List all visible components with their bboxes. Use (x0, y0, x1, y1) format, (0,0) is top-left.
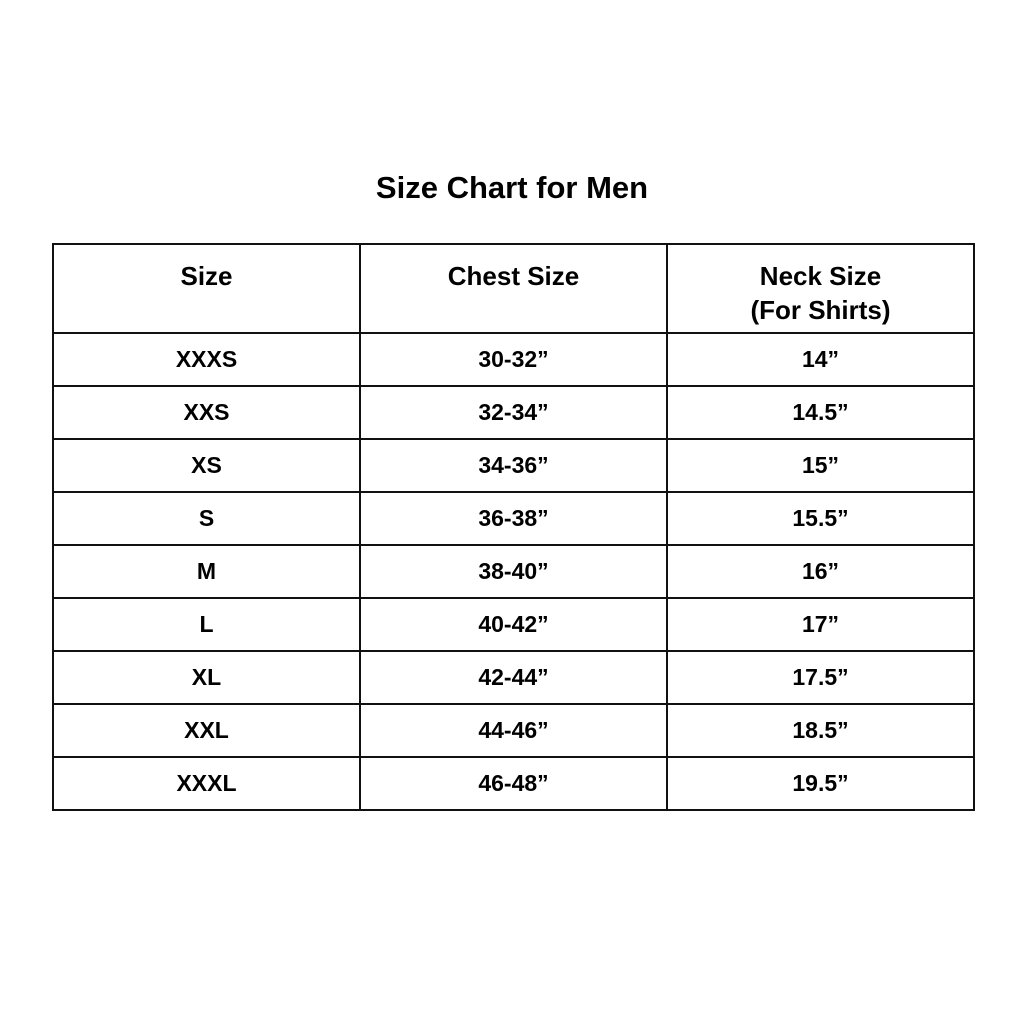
header-neck-size-note: (For Shirts) (750, 295, 891, 325)
header-row: Size Chest Size Neck Size (For Shirts) (52, 243, 975, 334)
cell-size: XXS (52, 385, 361, 440)
cell-chest-size: 46-48” (359, 756, 668, 811)
cell-neck-size: 17.5” (666, 650, 975, 705)
cell-chest-size: 30-32” (359, 332, 668, 387)
table-row: M 38-40” 16” (52, 544, 975, 599)
header-neck-size: Neck Size (For Shirts) (666, 243, 975, 334)
table-row: S 36-38” 15.5” (52, 491, 975, 546)
cell-size: M (52, 544, 361, 599)
cell-chest-size: 32-34” (359, 385, 668, 440)
table-row: XXL 44-46” 18.5” (52, 703, 975, 758)
table-row: XXXL 46-48” 19.5” (52, 756, 975, 811)
table-row: XS 34-36” 15” (52, 438, 975, 493)
cell-size: XXXS (52, 332, 361, 387)
cell-chest-size: 36-38” (359, 491, 668, 546)
cell-neck-size: 15” (666, 438, 975, 493)
table-row: XXXS 30-32” 14” (52, 332, 975, 387)
table-body: XXXS 30-32” 14” XXS 32-34” 14.5” XS 34-36” 15” S 3… (52, 332, 975, 811)
header-chest-size: Chest Size (359, 243, 668, 334)
cell-neck-size: 16” (666, 544, 975, 599)
cell-size: XXXL (52, 756, 361, 811)
cell-neck-size: 14” (666, 332, 975, 387)
header-neck-size-label: Neck Size (759, 261, 882, 291)
cell-size: XL (52, 650, 361, 705)
cell-chest-size: 42-44” (359, 650, 668, 705)
table-row: L 40-42” 17” (52, 597, 975, 652)
header-size: Size (52, 243, 361, 334)
cell-chest-size: 38-40” (359, 544, 668, 599)
cell-chest-size: 40-42” (359, 597, 668, 652)
page-title: Size Chart for Men (375, 170, 649, 205)
cell-size: XS (52, 438, 361, 493)
table-row: XXS 32-34” 14.5” (52, 385, 975, 440)
cell-neck-size: 14.5” (666, 385, 975, 440)
cell-chest-size: 44-46” (359, 703, 668, 758)
cell-size: XXL (52, 703, 361, 758)
cell-size: S (52, 491, 361, 546)
cell-neck-size: 17” (666, 597, 975, 652)
cell-neck-size: 18.5” (666, 703, 975, 758)
table-row: XL 42-44” 17.5” (52, 650, 975, 705)
cell-chest-size: 34-36” (359, 438, 668, 493)
cell-size: L (52, 597, 361, 652)
size-chart-table: Size Chest Size Neck Size (For Shirts) XX… (52, 243, 975, 811)
cell-neck-size: 15.5” (666, 491, 975, 546)
cell-neck-size: 19.5” (666, 756, 975, 811)
